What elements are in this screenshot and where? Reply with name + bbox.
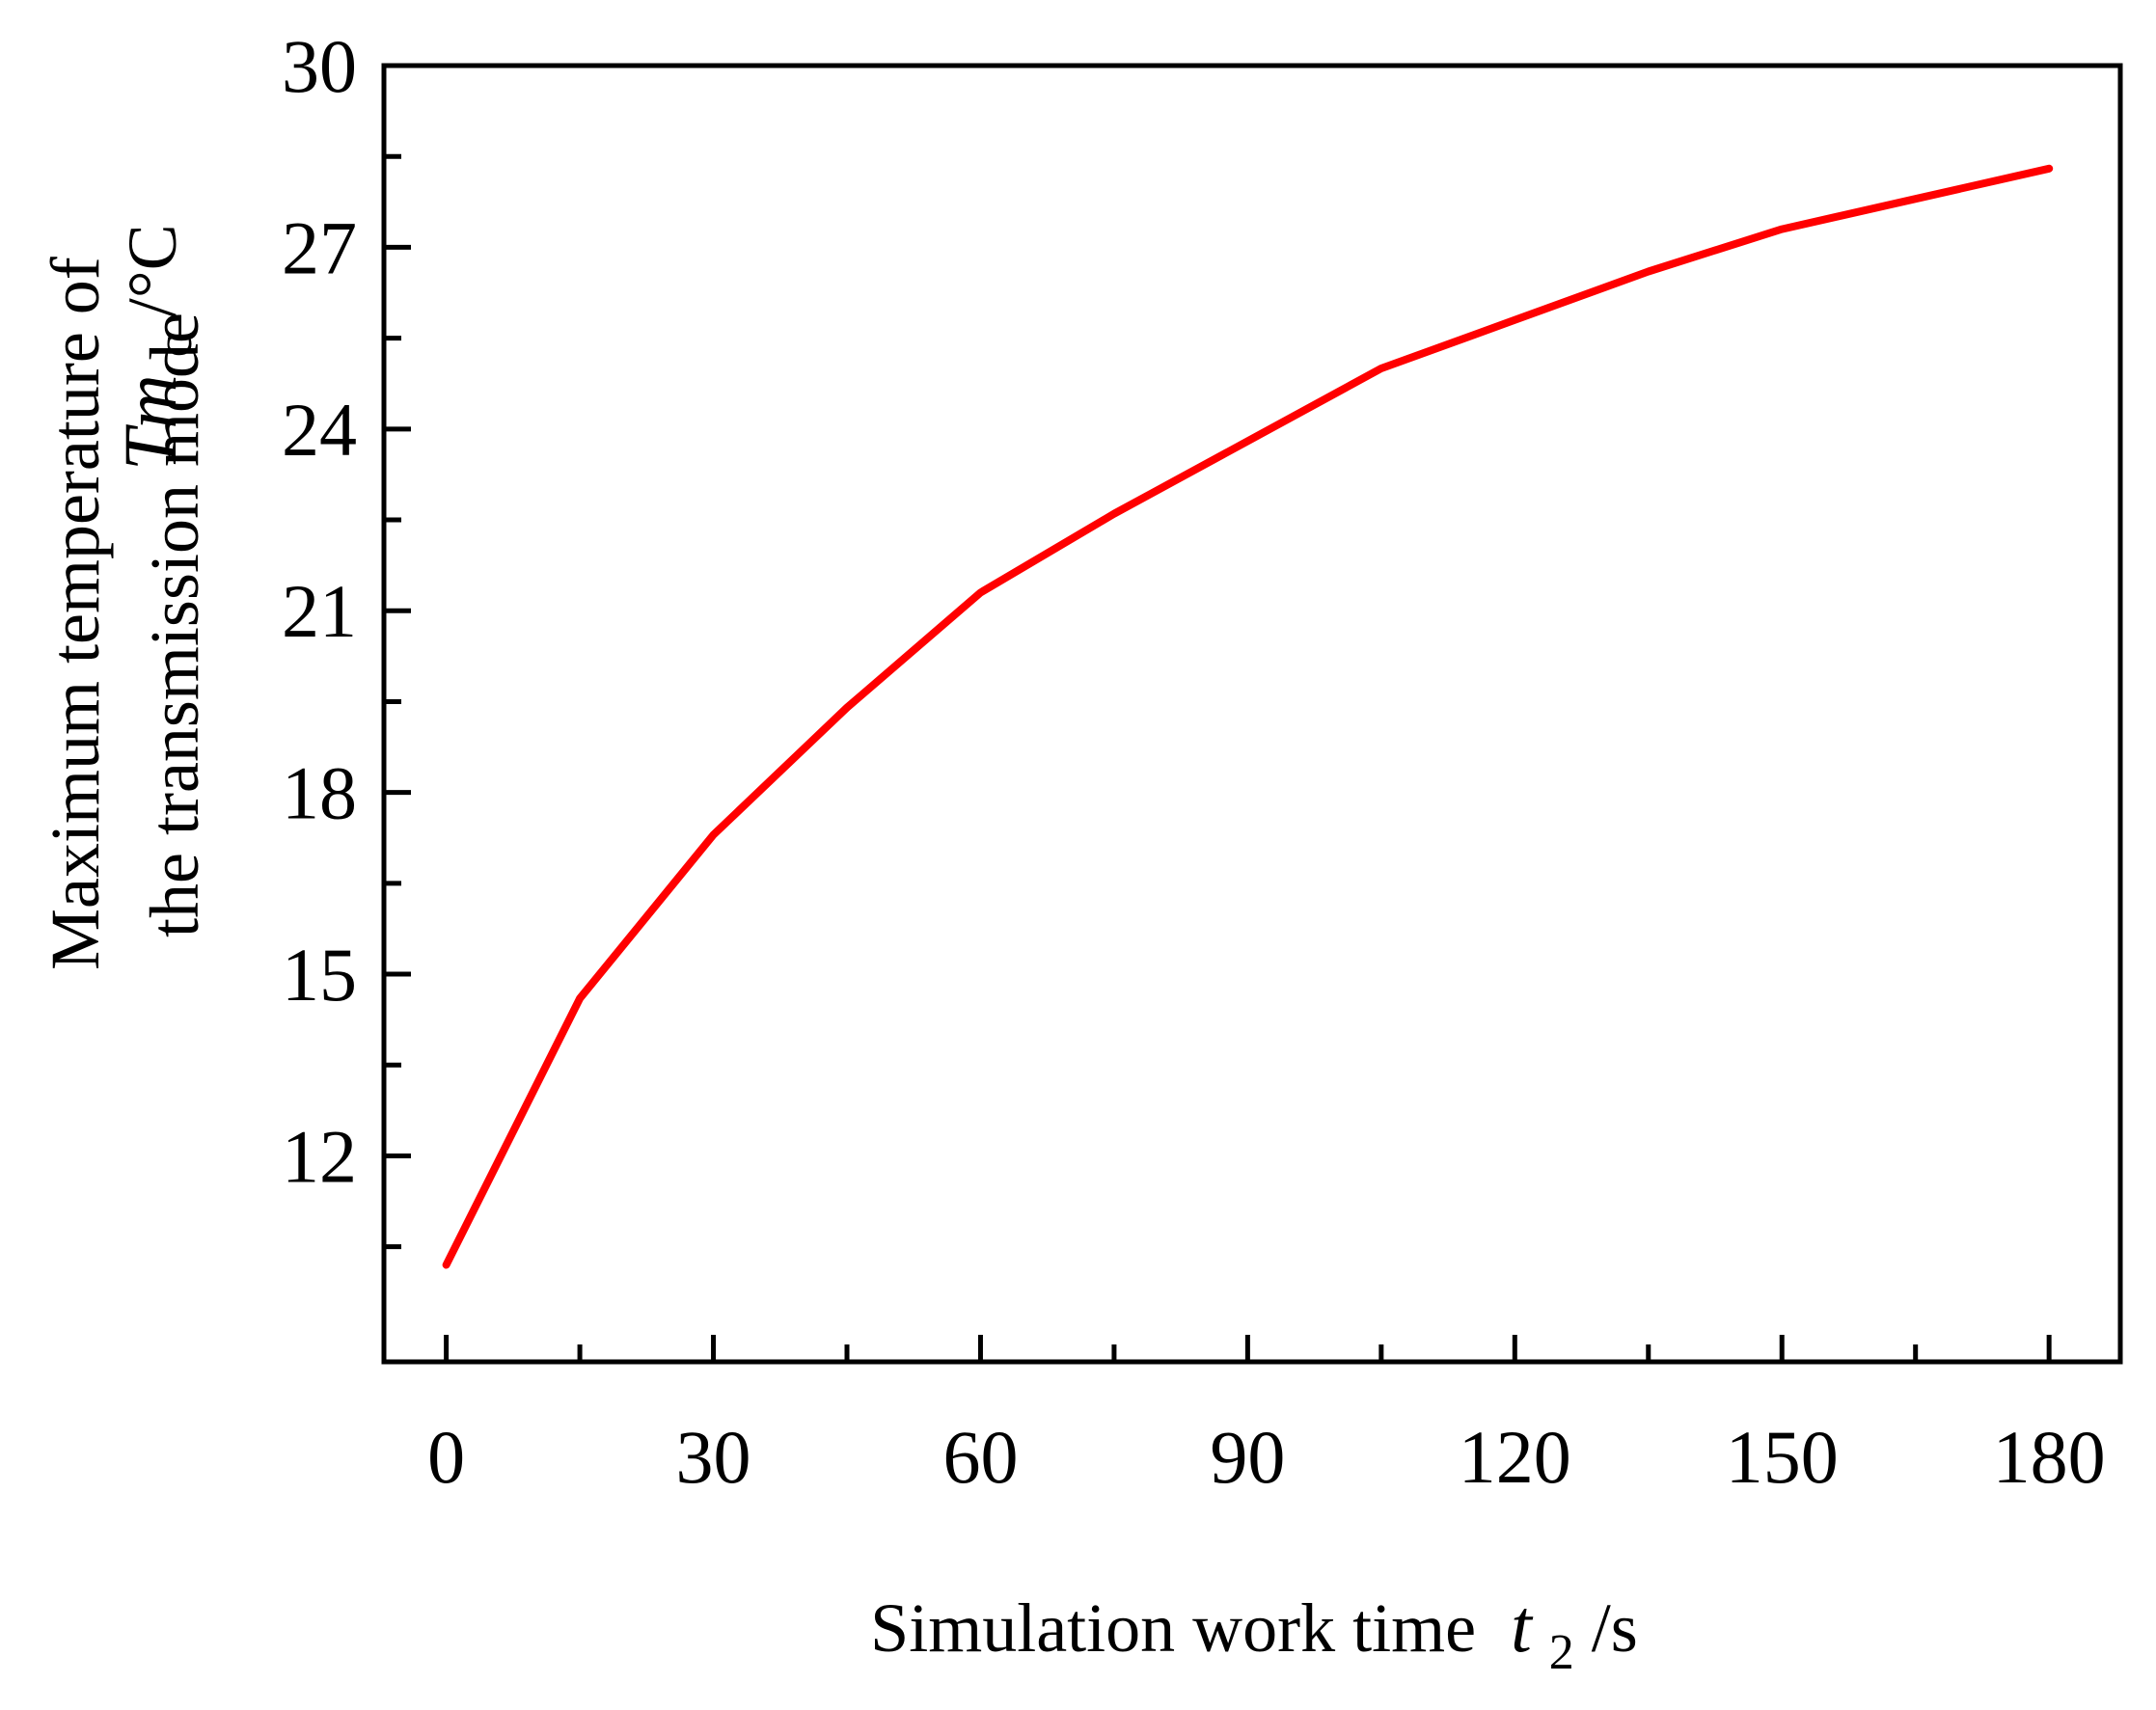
y-axis-title: Maximum temperature of the transmission … [37,224,213,970]
y-tick-label: 30 [282,24,357,108]
plot-frame [381,63,2123,1365]
y-tick-label: 27 [282,205,357,289]
y-tick-label: 24 [282,388,357,472]
x-tick-label: 60 [942,1415,1018,1499]
y-tick-label: 18 [282,751,357,835]
x-tick-label: 0 [427,1415,465,1499]
tick-labels: 0 30 60 90 120 150 180 12 15 18 21 24 27 30 [282,24,2106,1499]
y-axis-title-line2: the transmission mode [136,312,213,937]
series [442,164,2054,1269]
y-tick-label: 12 [282,1114,357,1198]
x-axis-title-text: Simulation work time [870,1589,1476,1667]
x-tick-label: 150 [1726,1415,1839,1499]
series-line [442,164,2054,1269]
x-axis-unit: /s [1592,1589,1638,1667]
y-tick-label: 15 [282,933,357,1017]
ticks [384,63,2052,1362]
x-tick-label: 180 [1993,1415,2106,1499]
y-tick-label: 21 [282,569,357,653]
x-axis-symbol: t [1511,1584,1534,1668]
x-axis-title: Simulation work time t 2 /s [870,1584,1638,1684]
y-axis-subscript: c [148,335,203,357]
y-axis-unit: /°C [114,224,191,317]
y-axis-title-line1: Maximum temperature of [37,257,114,970]
x-tick-label: 120 [1459,1415,1571,1499]
x-tick-label: 90 [1210,1415,1285,1499]
x-axis-subscript: 2 [1549,1625,1574,1680]
y-axis-symbol: Tm [108,374,192,471]
y-axis-symbol-group: Tm c /°C [108,224,206,471]
x-tick-label: 30 [676,1415,751,1499]
